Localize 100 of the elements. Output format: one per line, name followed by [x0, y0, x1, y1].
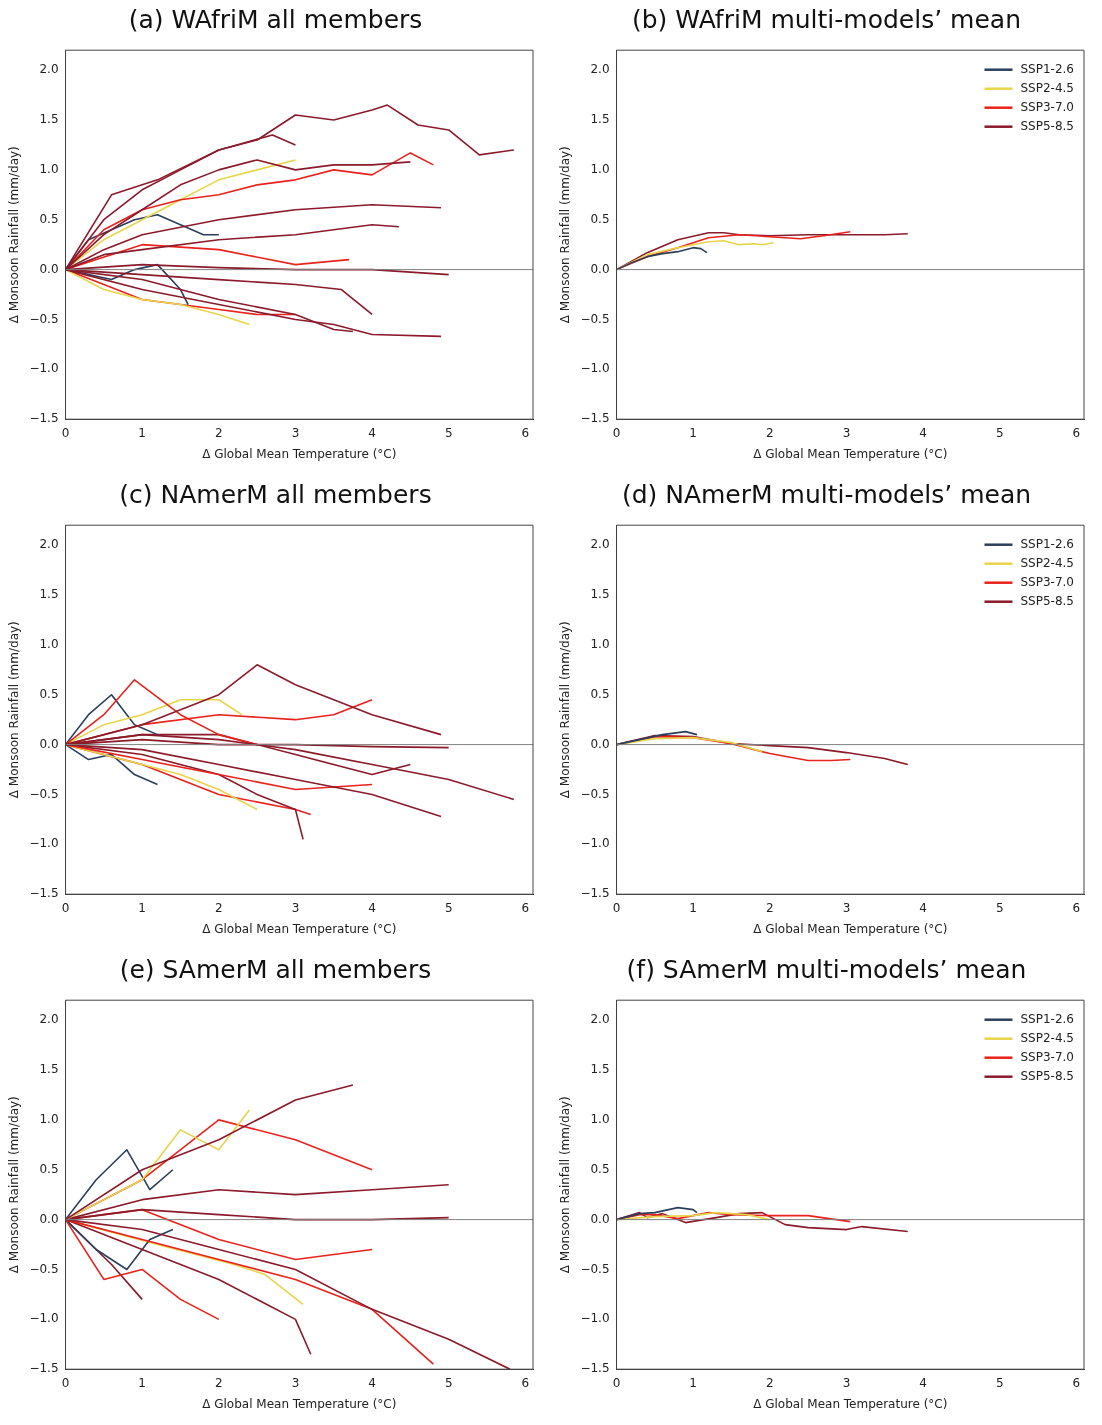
y-tick-label: −0.5: [29, 1261, 59, 1276]
legend-label: SSP5-8.5: [1020, 118, 1075, 133]
y-axis-title: Δ Monsoon Rainfall (mm/day): [7, 621, 22, 799]
x-tick-label: 2: [765, 900, 774, 915]
x-tick-label: 5: [444, 900, 453, 915]
legend-label: SSP1-2.6: [1020, 61, 1075, 76]
y-tick-label: −1.5: [580, 411, 610, 426]
y-tick-label: −1.5: [29, 1361, 59, 1376]
y-tick-label: 1.0: [39, 637, 59, 651]
y-tick-label: −1.5: [580, 1361, 610, 1376]
y-tick-label: −1.0: [580, 361, 610, 376]
x-tick-label: 6: [521, 1375, 530, 1390]
x-axis-title: Δ Global Mean Temperature (°C): [753, 446, 948, 461]
x-tick-label: 2: [214, 900, 223, 915]
y-tick-label: 0.5: [39, 1161, 59, 1176]
x-axis-title: Δ Global Mean Temperature (°C): [753, 921, 948, 936]
y-tick-label: 1.5: [39, 112, 59, 127]
y-tick-label: −0.5: [29, 786, 59, 801]
y-tick-label: −1.5: [29, 411, 59, 426]
x-tick-label: 5: [444, 1375, 453, 1390]
y-tick-label: 0.5: [590, 211, 610, 226]
x-tick-label: 6: [1072, 900, 1081, 915]
x-axis-title: Δ Global Mean Temperature (°C): [202, 446, 397, 461]
x-tick-label: 1: [138, 900, 146, 915]
y-axis-title: Δ Monsoon Rainfall (mm/day): [558, 146, 573, 324]
y-tick-label: 0.0: [39, 1211, 59, 1226]
x-tick-label: 1: [138, 1375, 146, 1390]
y-tick-label: −0.5: [580, 311, 610, 326]
y-tick-label: −1.0: [29, 836, 59, 851]
y-tick-label: 2.0: [590, 1012, 610, 1027]
y-tick-label: 1.0: [590, 637, 610, 651]
x-tick-label: 1: [689, 900, 697, 915]
y-tick-label: 0.0: [590, 1211, 610, 1226]
y-tick-label: 1.0: [590, 162, 610, 176]
y-tick-label: 1.5: [590, 112, 610, 127]
x-tick-label: 2: [214, 425, 223, 440]
x-tick-label: 0: [61, 900, 70, 915]
legend-label: SSP3-7.0: [1020, 574, 1075, 589]
x-tick-label: 6: [1072, 1375, 1081, 1390]
y-tick-label: 2.0: [39, 62, 59, 77]
y-tick-label: 2.0: [590, 62, 610, 77]
y-tick-label: −1.0: [29, 361, 59, 376]
y-axis-title: Δ Monsoon Rainfall (mm/day): [558, 1096, 573, 1274]
legend-label: SSP3-7.0: [1020, 1049, 1075, 1064]
x-tick-label: 3: [842, 1375, 851, 1390]
x-tick-label: 3: [842, 425, 851, 440]
y-tick-label: 0.0: [590, 736, 610, 751]
y-tick-label: 1.5: [590, 1062, 610, 1077]
x-tick-label: 1: [689, 425, 697, 440]
chart-title: (f) SAmerM multi-models’ mean: [625, 954, 1028, 986]
x-tick-label: 0: [612, 425, 621, 440]
legend-label: SSP5-8.5: [1020, 593, 1075, 608]
legend-label: SSP3-7.0: [1020, 99, 1075, 114]
x-tick-label: 2: [765, 1375, 774, 1390]
chart-title: (d) NAmerM multi-models’ mean: [620, 479, 1033, 511]
legend-label: SSP2-4.5: [1020, 80, 1075, 95]
y-tick-label: 0.0: [39, 261, 59, 276]
chart-title: (a) WAfriM all members: [127, 4, 424, 36]
y-tick-label: 0.5: [590, 1161, 610, 1176]
y-axis-title: Δ Monsoon Rainfall (mm/day): [7, 1096, 22, 1274]
y-tick-label: 0.0: [39, 736, 59, 751]
y-tick-label: 2.0: [39, 1012, 59, 1027]
x-tick-label: 2: [765, 425, 774, 440]
chart-title: (e) SAmerM all members: [118, 954, 433, 986]
x-tick-label: 0: [61, 425, 70, 440]
x-tick-label: 4: [919, 900, 927, 915]
y-tick-label: 1.0: [39, 162, 59, 176]
y-tick-label: 1.0: [39, 1112, 59, 1126]
y-tick-label: −0.5: [580, 1261, 610, 1276]
y-axis-title: Δ Monsoon Rainfall (mm/day): [7, 146, 22, 324]
x-tick-label: 1: [138, 425, 146, 440]
y-tick-label: 1.5: [39, 587, 59, 602]
x-tick-label: 5: [995, 1375, 1004, 1390]
x-tick-label: 3: [291, 425, 300, 440]
y-tick-label: 1.5: [590, 587, 610, 602]
x-tick-label: 3: [291, 900, 300, 915]
chart-title: (c) NAmerM all members: [118, 479, 433, 511]
x-tick-label: 0: [612, 1375, 621, 1390]
x-tick-label: 0: [61, 1375, 70, 1390]
legend-label: SSP5-8.5: [1020, 1068, 1075, 1083]
x-tick-label: 5: [995, 425, 1004, 440]
legend-label: SSP1-2.6: [1020, 536, 1075, 551]
x-tick-label: 3: [291, 1375, 300, 1390]
x-tick-label: 0: [612, 900, 621, 915]
y-tick-label: −0.5: [29, 311, 59, 326]
x-tick-label: 5: [995, 900, 1004, 915]
y-tick-label: 2.0: [590, 537, 610, 552]
x-tick-label: 5: [444, 425, 453, 440]
x-tick-label: 4: [368, 1375, 376, 1390]
y-tick-label: 0.5: [39, 686, 59, 701]
y-tick-label: 0.0: [590, 261, 610, 276]
y-tick-label: −0.5: [580, 786, 610, 801]
y-tick-label: −1.0: [580, 1311, 610, 1326]
x-tick-label: 3: [842, 900, 851, 915]
x-tick-label: 2: [214, 1375, 223, 1390]
x-tick-label: 4: [368, 425, 376, 440]
y-tick-label: −1.5: [580, 886, 610, 901]
legend-label: SSP2-4.5: [1020, 1030, 1075, 1045]
y-tick-label: 1.0: [590, 1112, 610, 1126]
x-tick-label: 4: [919, 425, 927, 440]
